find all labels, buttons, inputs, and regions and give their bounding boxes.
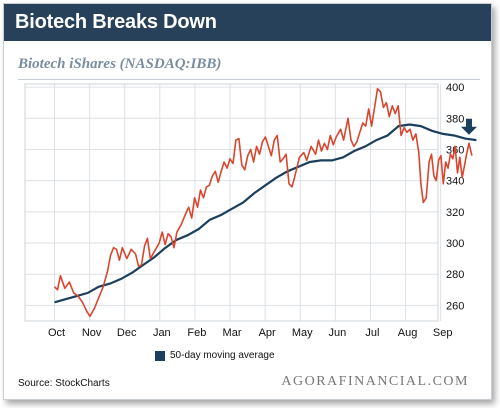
chart-subtitle: Biotech iShares (NASDAQ:IBB) — [18, 56, 222, 72]
x-tick-label: Jul — [365, 327, 379, 339]
x-tick-label: Feb — [187, 327, 206, 339]
x-tick-label: Aug — [398, 327, 418, 339]
subtitle-divider — [18, 79, 480, 80]
x-tick-label: Apr — [259, 327, 276, 339]
x-tick-label: Dec — [117, 327, 137, 339]
brand-logo: AGORAFINANCIAL.COM — [281, 374, 469, 389]
chart-legend: 50-day moving average — [155, 350, 275, 361]
price-line — [53, 87, 473, 318]
y-tick-label: 400 — [446, 82, 464, 94]
title-bar: Biotech Breaks Down — [4, 4, 491, 41]
x-tick-label: Oct — [48, 327, 65, 339]
x-tick-label: May — [292, 327, 313, 339]
x-tick-label: Nov — [82, 327, 102, 339]
chart-card: Biotech Breaks Down Biotech iShares (NAS… — [3, 3, 492, 400]
x-tick-label: Jan — [153, 327, 171, 339]
y-tick-label: 340 — [446, 176, 464, 188]
chart-title: Biotech Breaks Down — [15, 11, 217, 33]
moving-average-line — [54, 123, 477, 304]
y-tick-label: 280 — [446, 269, 464, 281]
y-tick-label: 260 — [446, 300, 464, 312]
plot-frame — [24, 83, 439, 322]
legend-swatch — [155, 350, 165, 361]
legend-label: 50-day moving average — [170, 350, 275, 361]
down-arrow-icon — [460, 118, 477, 135]
x-tick-label: Jun — [328, 327, 346, 339]
y-tick-label: 320 — [446, 207, 464, 219]
y-tick-label: 380 — [446, 113, 464, 125]
source-note: Source: StockCharts — [18, 378, 110, 389]
y-tick-label: 300 — [446, 238, 464, 250]
x-tick-label: Sep — [433, 327, 453, 339]
x-tick-label: Mar — [223, 327, 242, 339]
